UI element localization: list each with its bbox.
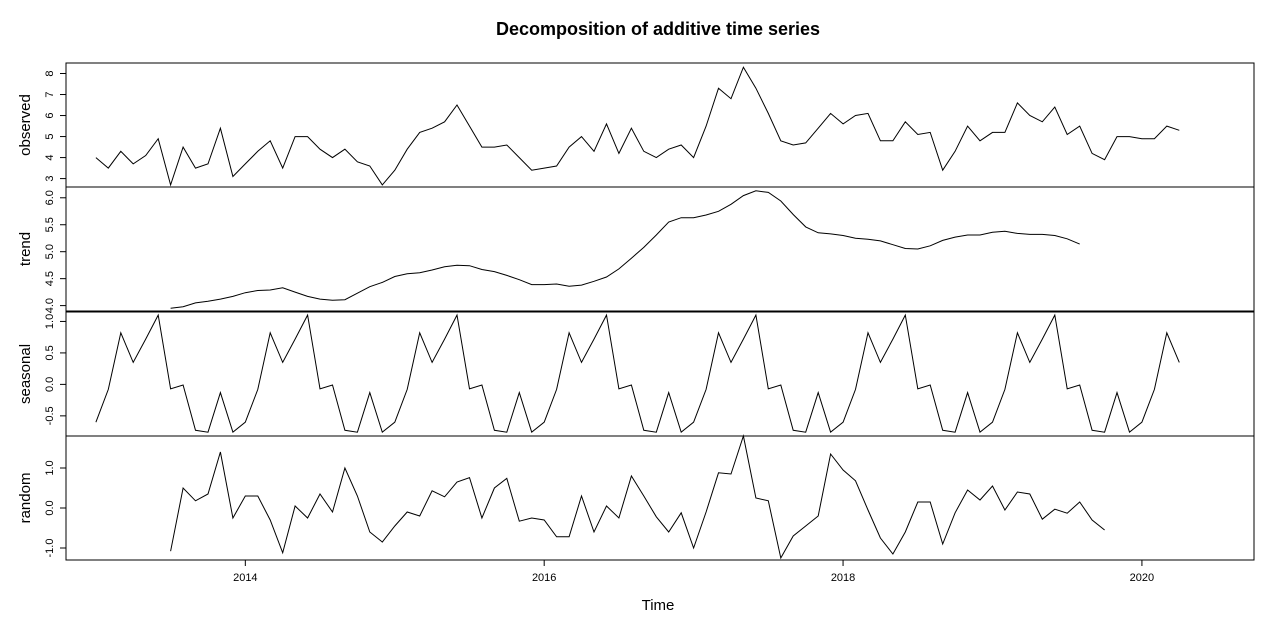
y-tick-label: 5.0	[44, 244, 56, 259]
panel-trend: 4.0 4.5 5.0 5.5 6.0 trend	[17, 186, 1255, 313]
x-tick-label: 2018	[831, 572, 855, 584]
y-axis-label: observed	[17, 94, 34, 156]
y-tick-label: 4.5	[44, 271, 56, 286]
y-tick-label: 8	[44, 70, 56, 76]
y-tick-label: -0.5	[44, 406, 56, 425]
panel-frame	[65, 186, 1255, 312]
y-axis-label: seasonal	[17, 344, 34, 404]
y-tick-label: 3	[44, 176, 56, 182]
series-line-random	[170, 434, 1105, 560]
y-tick-label: 0.0	[44, 500, 56, 515]
y-tick-label: 7	[44, 91, 56, 97]
y-axis-label: random	[17, 473, 34, 524]
x-tick-label: 2014	[233, 572, 257, 584]
y-tick-label: 5	[44, 133, 56, 139]
y-tick-label: -1.0	[44, 539, 56, 558]
panel-observed: 3 4 5 6 7 8 observed	[17, 62, 1255, 188]
panel-frame	[65, 62, 1255, 188]
chart-title: Decomposition of additive time series	[496, 19, 820, 39]
x-axis-label: Time	[642, 597, 675, 614]
y-tick-label: 0.0	[44, 377, 56, 392]
series-line-observed	[95, 66, 1180, 187]
x-tick-label: 2020	[1130, 572, 1154, 584]
chart-panels: 3 4 5 6 7 8 observed 4.0 4.5 5.0 5.5 6.0 trend -0.5 0.…	[17, 62, 1255, 561]
y-tick-label: 1.0	[44, 460, 56, 475]
panel-random: -1.0 0.0 1.0 random	[17, 434, 1255, 561]
x-axis: 2014 2016 2018 2020	[233, 559, 1154, 584]
y-axis-label: trend	[17, 232, 34, 266]
y-tick-label: 1.0	[44, 314, 56, 329]
x-tick-label: 2016	[532, 572, 556, 584]
y-tick-label: 4	[44, 155, 56, 161]
y-tick-label: 0.5	[44, 345, 56, 360]
series-line-trend	[170, 190, 1080, 309]
y-tick-label: 4.0	[44, 298, 56, 313]
panel-seasonal: -0.5 0.0 0.5 1.0 seasonal	[17, 311, 1255, 437]
series-line-seasonal	[95, 313, 1180, 434]
y-tick-label: 5.5	[44, 217, 56, 232]
panel-frame	[65, 311, 1255, 437]
y-tick-label: 6	[44, 112, 56, 118]
y-tick-label: 6.0	[44, 190, 56, 205]
